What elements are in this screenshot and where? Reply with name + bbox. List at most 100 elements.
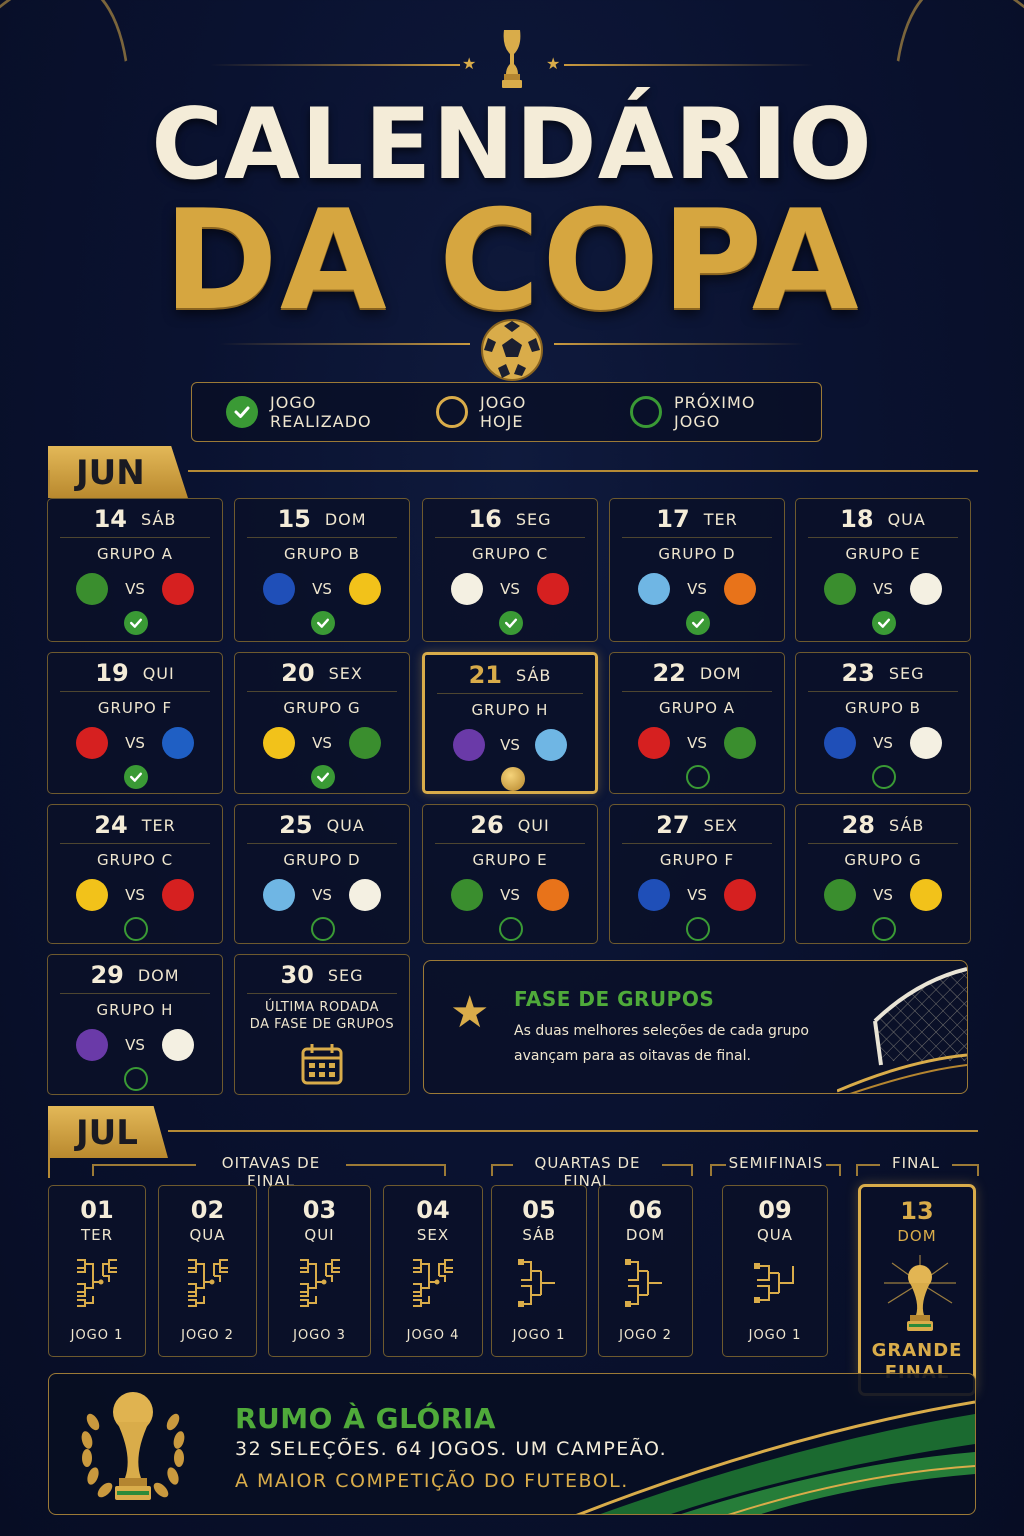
weekday: TER — [703, 509, 738, 529]
group-label: GRUPO A — [659, 699, 735, 717]
day-card-29[interactable]: 29 DOM GRUPO H VS — [47, 954, 223, 1095]
legend-label: PRÓXIMO JOGO — [674, 393, 756, 431]
match: VS — [423, 573, 597, 607]
weekday: QUA — [189, 1226, 226, 1244]
day-card-24[interactable]: 24 TER GRUPO C VS — [47, 804, 223, 944]
knockout-card-09[interactable]: 09 QUA JOGO 1 — [722, 1185, 828, 1357]
legend: JOGO REALIZADO JOGO HOJE PRÓXIMO JOGO — [191, 382, 822, 442]
day-card-20[interactable]: 20 SEX GRUPO G VS — [234, 652, 410, 794]
day-number: 09 — [758, 1196, 792, 1224]
team-flag-away — [724, 879, 756, 911]
day-card-28[interactable]: 28 SÁB GRUPO G VS — [795, 804, 971, 944]
day-number: 27 — [656, 811, 690, 839]
team-flag-away — [910, 727, 942, 759]
goal-net-icon — [837, 967, 967, 1093]
divider — [168, 1130, 978, 1132]
day-card-19[interactable]: 19 QUI GRUPO F VS — [47, 652, 223, 794]
day-card-16[interactable]: 16 SEG GRUPO C VS — [422, 498, 598, 642]
weekday: SEX — [328, 663, 363, 683]
team-flag-home — [76, 879, 108, 911]
knockout-card-05[interactable]: 05 SÁB JOGO 1 — [491, 1185, 587, 1357]
day-card-25[interactable]: 25 QUA GRUPO D VS — [234, 804, 410, 944]
day-number: 14 — [93, 505, 128, 533]
day-number: 19 — [95, 659, 129, 687]
match: VS — [48, 573, 222, 607]
group-label: GRUPO G — [844, 851, 922, 869]
check-circle-icon — [311, 765, 335, 789]
team-flag-away — [910, 879, 942, 911]
divider — [92, 1164, 94, 1176]
final-card[interactable]: 13 DOM GRANDE FINAL — [858, 1184, 976, 1396]
team-flag-home — [453, 729, 485, 761]
day-card-26[interactable]: 26 QUI GRUPO E VS — [422, 804, 598, 944]
day-card-15[interactable]: 15 DOM GRUPO B VS — [234, 498, 410, 642]
weekday: SÁB — [522, 1226, 556, 1244]
star-icon: ★ — [450, 987, 490, 1038]
banner-line-1: 32 SELEÇÕES. 64 JOGOS. UM CAMPEÃO. — [235, 1438, 668, 1460]
day-number: 23 — [841, 659, 875, 687]
team-flag-away — [162, 727, 194, 759]
legend-item-played: JOGO REALIZADO — [226, 393, 380, 431]
weekday: SEX — [703, 815, 738, 835]
day-card-21[interactable]: 21 SÁB GRUPO H VS — [422, 652, 598, 794]
divider — [220, 343, 470, 345]
banner-title: RUMO À GLÓRIA — [235, 1402, 496, 1435]
divider — [247, 691, 397, 692]
day-number: 24 — [94, 811, 128, 839]
day-card-18[interactable]: 18 QUA GRUPO E VS — [795, 498, 971, 642]
divider — [662, 1164, 692, 1166]
divider — [247, 993, 397, 994]
game-label: JOGO 4 — [406, 1328, 460, 1343]
bracket-qf-icon — [517, 1256, 561, 1308]
divider — [60, 993, 210, 994]
day-card-23[interactable]: 23 SEG GRUPO B VS — [795, 652, 971, 794]
green-ring-icon — [686, 765, 710, 789]
knockout-card-01[interactable]: 01 TER JOGO 1 — [48, 1185, 146, 1357]
day-card-14[interactable]: 14 SÁB GRUPO A VS — [47, 498, 223, 642]
match: VS — [235, 879, 409, 913]
vs-label: VS — [125, 886, 145, 904]
divider — [856, 1164, 858, 1176]
knockout-card-06[interactable]: 06 DOM JOGO 2 — [598, 1185, 693, 1357]
day-number: 06 — [628, 1196, 663, 1224]
knockout-card-02[interactable]: 02 QUA JOGO 2 — [158, 1185, 257, 1357]
title-line-1: CALENDÁRIO — [151, 88, 873, 202]
group-label: GRUPO C — [96, 851, 174, 869]
divider — [622, 691, 772, 692]
banner-line-2: A MAIOR COMPETIÇÃO DO FUTEBOL. — [235, 1470, 629, 1492]
month-tab-june: JUN — [48, 446, 188, 498]
check-circle-icon — [311, 611, 335, 635]
knockout-card-03[interactable]: 03 QUI JOGO 3 — [268, 1185, 371, 1357]
vs-label: VS — [312, 734, 332, 752]
team-flag-away — [724, 727, 756, 759]
day-number: 22 — [652, 659, 686, 687]
day-card-22[interactable]: 22 DOM GRUPO A VS — [609, 652, 785, 794]
vs-label: VS — [873, 734, 893, 752]
day-card-27[interactable]: 27 SEX GRUPO F VS — [609, 804, 785, 944]
green-ring-icon — [686, 917, 710, 941]
day-number: 28 — [841, 811, 876, 839]
divider — [856, 1164, 880, 1166]
divider — [622, 537, 772, 538]
calendar-icon — [301, 1044, 343, 1085]
green-ring-icon — [499, 917, 523, 941]
green-ring-icon — [124, 917, 148, 941]
star-icon: ★ — [462, 54, 477, 73]
day-card-last-round[interactable]: 30 SEG ÚLTIMA RODADA DA FASE DE GRUPOS — [234, 954, 410, 1095]
day-number: 17 — [656, 505, 690, 533]
day-card-17[interactable]: 17 TER GRUPO D VS — [609, 498, 785, 642]
team-flag-home — [263, 879, 295, 911]
gold-ring-icon — [436, 396, 468, 428]
team-flag-away — [349, 879, 381, 911]
knockout-card-04[interactable]: 04 SEX JOGO 4 — [383, 1185, 483, 1357]
day-number: 04 — [416, 1196, 450, 1224]
match: VS — [423, 879, 597, 913]
info-text: As duas melhores seleções de cada grupo … — [514, 1023, 809, 1064]
divider — [710, 1164, 712, 1176]
game-label: JOGO 1 — [512, 1328, 566, 1343]
group-label: GRUPO A — [97, 545, 173, 563]
divider — [247, 843, 397, 844]
vs-label: VS — [125, 734, 145, 752]
divider — [92, 1164, 196, 1166]
match: VS — [796, 573, 970, 607]
